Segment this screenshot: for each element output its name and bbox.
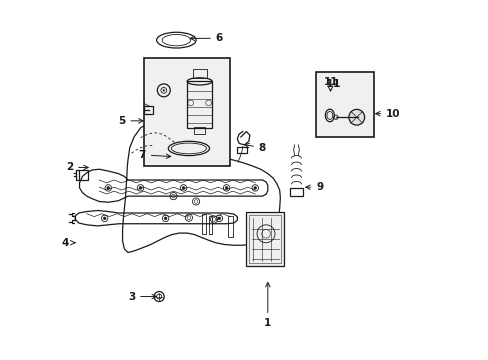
Text: 11: 11 xyxy=(325,79,341,89)
Bar xyxy=(194,127,204,134)
Circle shape xyxy=(348,109,364,125)
Bar xyxy=(202,214,206,234)
Text: 3: 3 xyxy=(128,292,156,302)
Circle shape xyxy=(253,186,256,189)
Bar xyxy=(237,147,247,153)
Circle shape xyxy=(163,89,164,91)
Bar xyxy=(144,106,153,114)
Text: 8: 8 xyxy=(244,143,265,153)
Bar xyxy=(289,188,303,196)
Text: 1: 1 xyxy=(264,283,271,328)
Circle shape xyxy=(103,217,106,220)
Text: 5: 5 xyxy=(118,116,143,126)
Text: 6: 6 xyxy=(190,33,223,43)
Text: 2: 2 xyxy=(66,162,88,172)
Bar xyxy=(228,216,232,237)
Text: 9: 9 xyxy=(305,182,323,192)
Bar xyxy=(192,69,206,78)
Circle shape xyxy=(218,217,221,220)
Bar xyxy=(187,81,212,128)
Circle shape xyxy=(106,186,109,189)
Circle shape xyxy=(139,186,142,189)
Bar xyxy=(144,58,230,166)
Text: 7: 7 xyxy=(138,150,170,160)
Text: 11: 11 xyxy=(323,77,337,91)
Circle shape xyxy=(224,186,227,189)
Circle shape xyxy=(182,186,184,189)
Bar xyxy=(79,170,88,180)
Circle shape xyxy=(164,217,167,220)
Bar xyxy=(246,212,284,266)
Text: 10: 10 xyxy=(375,109,400,119)
Bar xyxy=(249,215,281,263)
Bar xyxy=(208,216,212,234)
Bar xyxy=(316,72,373,137)
Text: 4: 4 xyxy=(61,238,75,248)
